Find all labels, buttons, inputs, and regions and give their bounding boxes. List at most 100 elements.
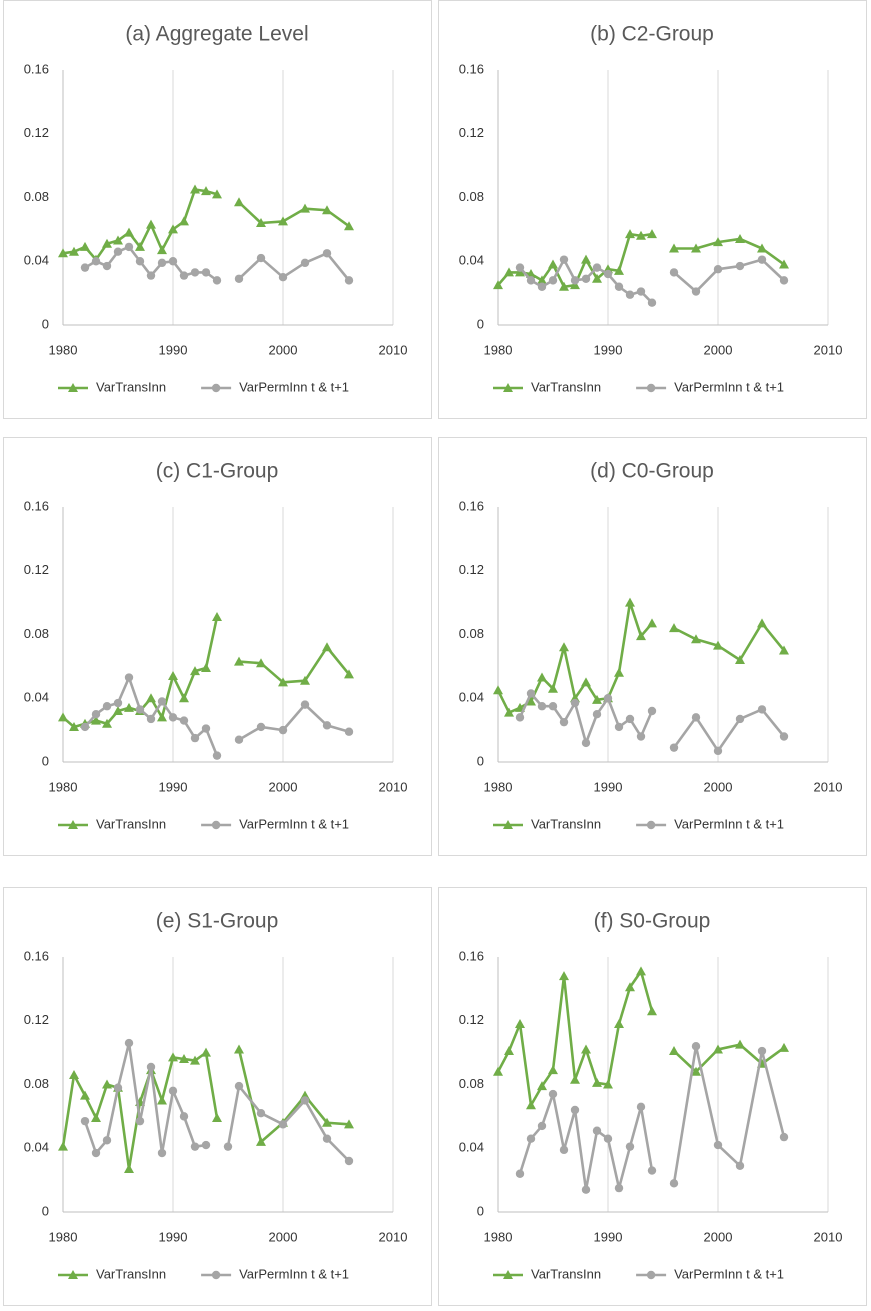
legend-label: VarPermInn t & t+1 — [239, 379, 349, 394]
y-tick-label: 0.16 — [459, 61, 484, 76]
marker — [548, 1065, 558, 1075]
marker — [68, 1270, 78, 1279]
marker — [526, 1100, 536, 1110]
marker — [691, 713, 701, 722]
marker — [646, 820, 656, 830]
marker — [647, 1166, 657, 1175]
marker — [592, 1126, 602, 1135]
marker — [157, 245, 167, 255]
y-tick-label: 0.12 — [459, 562, 484, 577]
marker — [91, 1148, 101, 1158]
marker — [713, 265, 723, 274]
marker — [581, 677, 591, 687]
marker — [135, 705, 145, 714]
legend-label: VarPermInn t & t+1 — [674, 1266, 784, 1281]
marker — [278, 725, 288, 735]
marker — [80, 1116, 90, 1126]
marker — [669, 623, 679, 633]
marker — [58, 248, 68, 258]
marker — [168, 257, 178, 266]
marker — [113, 235, 123, 245]
marker — [201, 662, 211, 672]
marker — [614, 1018, 624, 1028]
marker — [256, 253, 266, 263]
marker — [603, 694, 613, 703]
marker — [256, 658, 266, 668]
marker — [322, 205, 332, 215]
marker — [581, 254, 591, 264]
x-tick-label: 2000 — [704, 342, 733, 357]
marker — [691, 1042, 701, 1051]
marker — [779, 1042, 789, 1052]
marker — [493, 1066, 503, 1076]
marker — [559, 971, 569, 981]
marker — [234, 1044, 244, 1054]
marker — [322, 642, 332, 652]
marker — [113, 698, 123, 708]
marker — [581, 1185, 591, 1194]
marker — [234, 274, 244, 283]
marker — [504, 1046, 514, 1056]
x-tick-label: 1990 — [159, 342, 188, 357]
marker — [559, 717, 569, 727]
y-tick-label: 0.04 — [24, 253, 49, 268]
chart-title: (c) C1-Group — [156, 460, 279, 483]
marker — [80, 1090, 90, 1100]
marker — [592, 273, 602, 283]
y-tick-label: 0.04 — [459, 253, 484, 268]
y-tick-label: 0.12 — [24, 562, 49, 577]
marker — [146, 1062, 156, 1072]
marker — [212, 189, 222, 199]
marker — [278, 677, 288, 687]
legend-label: VarTransInn — [531, 1266, 601, 1281]
marker — [113, 706, 123, 715]
marker — [135, 257, 145, 266]
x-tick-label: 2000 — [704, 1229, 733, 1244]
y-tick-label: 0 — [42, 316, 49, 331]
marker — [113, 247, 123, 256]
marker — [614, 667, 624, 677]
marker — [757, 1046, 767, 1056]
marker — [636, 230, 646, 240]
marker — [669, 1179, 679, 1188]
marker — [559, 1145, 569, 1155]
marker — [735, 261, 745, 271]
chart-title: (b) C2-Group — [590, 23, 714, 46]
chart-panel: (b) C2-Group 0 0.04 0.08 0.12 0.16 1980 1990 200… — [438, 0, 867, 419]
marker — [168, 670, 178, 680]
marker — [234, 1081, 244, 1091]
marker — [570, 276, 580, 285]
marker — [322, 249, 332, 258]
marker — [592, 1077, 602, 1087]
marker — [157, 712, 167, 722]
marker — [201, 724, 211, 733]
marker — [614, 282, 624, 291]
marker — [526, 276, 536, 285]
marker — [146, 714, 156, 724]
marker — [636, 966, 646, 976]
legend-label: VarTransInn — [531, 816, 601, 831]
x-tick-label: 2000 — [269, 342, 298, 357]
marker — [570, 698, 580, 708]
y-tick-label: 0 — [42, 753, 49, 768]
y-tick-label: 0.08 — [24, 626, 49, 641]
marker — [190, 268, 200, 277]
x-tick-label: 2010 — [814, 779, 843, 794]
marker — [691, 287, 701, 296]
marker — [300, 203, 310, 213]
marker — [570, 280, 580, 290]
marker — [570, 1105, 580, 1115]
marker — [713, 746, 723, 756]
marker — [548, 683, 558, 693]
marker — [493, 280, 503, 290]
marker — [168, 713, 178, 722]
marker — [124, 702, 134, 712]
marker — [625, 1142, 635, 1151]
marker — [69, 1069, 79, 1079]
marker — [344, 727, 354, 736]
marker — [713, 1044, 723, 1054]
panel-border — [3, 0, 432, 419]
marker — [322, 1117, 332, 1127]
